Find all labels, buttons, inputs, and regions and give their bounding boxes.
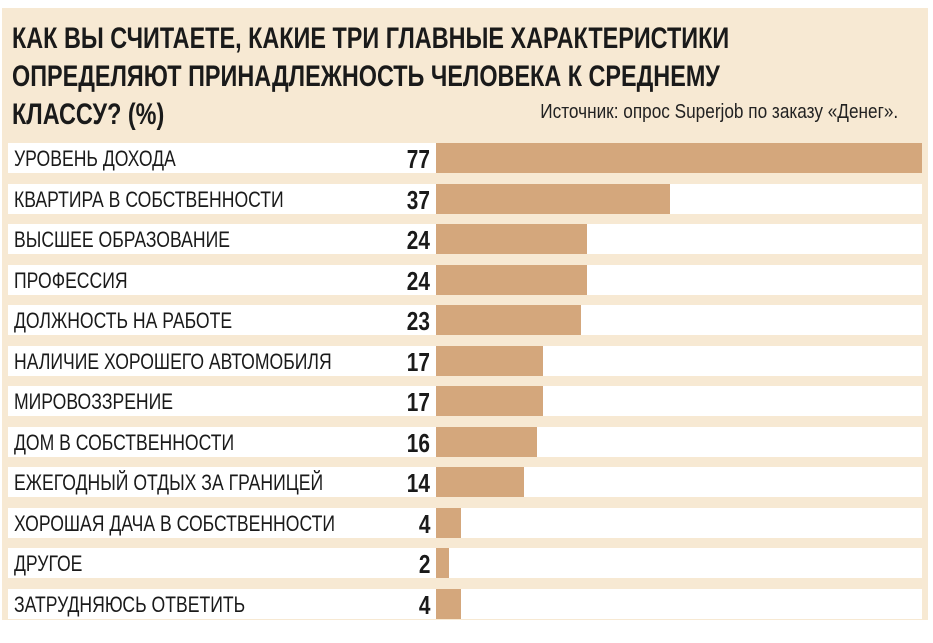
bar-row: ДРУГОЕ 2: [8, 548, 922, 579]
bar: [436, 224, 588, 254]
category-label: ЗАТРУДНЯЮСЬ ОТВЕТИТЬ: [14, 591, 246, 617]
data-label: 23: [406, 306, 430, 336]
data-label: 37: [406, 184, 430, 215]
data-label: 4: [418, 508, 430, 539]
category-label: ДОЛЖНОСТЬ НА РАБОТЕ: [14, 308, 233, 333]
category-label: КВАРТИРА В СОБСТВЕННОСТИ: [14, 186, 284, 212]
bar-row: КВАРТИРА В СОБСТВЕННОСТИ 37: [8, 183, 922, 215]
category-label: МИРОВОЗЗРЕНИЕ: [14, 389, 174, 414]
data-label: 24: [406, 225, 430, 255]
data-label: 17: [406, 387, 430, 417]
bar-row: УРОВЕНЬ ДОХОДА 77: [8, 143, 922, 174]
data-label: 16: [406, 427, 430, 458]
bar: [436, 264, 588, 295]
category-label: ВЫСШЕЕ ОБРАЗОВАНИЕ: [14, 227, 230, 252]
category-label: НАЛИЧИЕ ХОРОШЕГО АВТОМОБИЛЯ: [14, 348, 332, 374]
category-label: ЕЖЕГОДНЫЙ ОТДЫХ ЗА ГРАНИЦЕЙ: [14, 470, 324, 495]
bar-row: МИРОВОЗЗРЕНИЕ 17: [8, 386, 922, 417]
bar: [436, 548, 449, 578]
category-label: ХОРОШАЯ ДАЧА В СОБСТВЕННОСТИ: [14, 510, 335, 536]
data-label: 77: [406, 144, 430, 174]
category-label: ДРУГОЕ: [14, 551, 83, 576]
bar: [436, 183, 670, 214]
data-label: 17: [406, 346, 430, 377]
bar: [436, 386, 544, 416]
source-note: Источник: опрос Superjob по заказу «Дене…: [540, 101, 898, 123]
bar: [436, 345, 544, 376]
bar-row: НАЛИЧИЕ ХОРОШЕГО АВТОМОБИЛЯ 17: [8, 345, 922, 377]
bar-row: ВЫСШЕЕ ОБРАЗОВАНИЕ 24: [8, 224, 922, 255]
chart-title: КАК ВЫ СЧИТАЕТЕ, КАКИЕ ТРИ ГЛАВНЫЕ ХАРАК…: [12, 22, 730, 131]
data-label: 24: [406, 265, 430, 296]
category-label: УРОВЕНЬ ДОХОДА: [14, 146, 176, 171]
data-label: 2: [418, 549, 430, 579]
bar: [436, 467, 525, 497]
bar: [436, 305, 582, 335]
bar-row: ДОЛЖНОСТЬ НА РАБОТЕ 23: [8, 305, 922, 336]
category-label: ПРОФЕССИЯ: [14, 267, 128, 293]
bar-row: ДОМ В СОБСТВЕННОСТИ 16: [8, 426, 922, 458]
bar: [436, 426, 537, 457]
category-label: ДОМ В СОБСТВЕННОСТИ: [14, 429, 235, 455]
bar-row: ЗАТРУДНЯЮСЬ ОТВЕТИТЬ 4: [8, 588, 922, 620]
bar-row: ПРОФЕССИЯ 24: [8, 264, 922, 296]
bar: [436, 143, 922, 173]
data-label: 4: [418, 589, 430, 620]
bar: [436, 507, 462, 538]
bar-row: ХОРОШАЯ ДАЧА В СОБСТВЕННОСТИ 4: [8, 507, 922, 539]
data-label: 14: [406, 468, 430, 498]
bar-row: ЕЖЕГОДНЫЙ ОТДЫХ ЗА ГРАНИЦЕЙ 14: [8, 467, 922, 498]
bar: [436, 588, 462, 619]
